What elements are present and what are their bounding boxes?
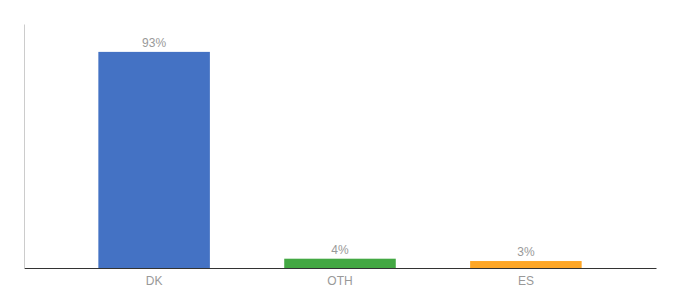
chart: 93% 4% 3% DK OTH ES (0, 0, 680, 300)
bars (98, 52, 581, 268)
data-labels: 93% 4% 3% (142, 36, 535, 259)
x-tick-label: OTH (327, 274, 352, 288)
y-axis (24, 25, 25, 269)
bar (98, 52, 210, 268)
bar (284, 259, 396, 268)
x-tick-label: DK (146, 274, 163, 288)
x-tick-label: ES (518, 274, 534, 288)
x-tick: DK (146, 268, 163, 288)
x-tick: OTH (327, 268, 352, 288)
plot: 93% 4% 3% DK OTH ES (25, 25, 657, 289)
x-axis: DK OTH ES (25, 268, 657, 288)
x-axis-line (25, 268, 657, 269)
x-tick: ES (518, 268, 534, 288)
data-label: 3% (517, 245, 535, 259)
y-axis-line (24, 25, 25, 269)
data-label: 4% (331, 243, 349, 257)
bar (470, 261, 582, 268)
data-label: 93% (142, 36, 166, 50)
